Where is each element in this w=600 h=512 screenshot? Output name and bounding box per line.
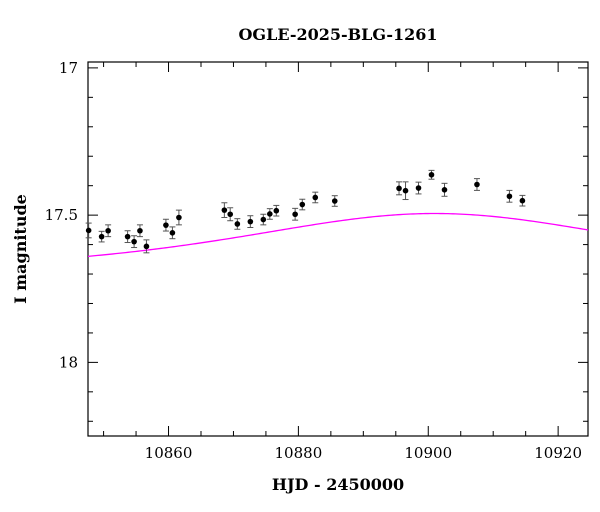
chart-title: OGLE-2025-BLG-1261 (238, 25, 437, 44)
data-point-marker (163, 222, 169, 228)
data-point (415, 181, 422, 195)
data-point-marker (299, 201, 306, 208)
data-point (169, 226, 176, 240)
data-point-marker (428, 171, 435, 178)
data-point-marker (227, 211, 234, 218)
data-point-marker (221, 207, 228, 213)
data-point-marker (131, 238, 137, 245)
data-point-marker (105, 227, 111, 234)
data-point (136, 224, 143, 238)
data-point-marker (506, 193, 513, 200)
data-point (131, 235, 138, 249)
data-point (260, 213, 267, 226)
data-point (98, 230, 105, 243)
y-tick-label: 18 (59, 353, 78, 371)
data-point (175, 209, 182, 226)
data-point (221, 202, 228, 218)
data-point-marker (247, 218, 254, 225)
data-points-layer (85, 169, 526, 254)
data-point (506, 189, 513, 203)
data-point (519, 194, 526, 207)
model-curve (87, 212, 589, 257)
data-point-marker (312, 194, 319, 201)
y-tick-label: 17.5 (45, 206, 78, 224)
data-point (299, 198, 306, 211)
data-point (143, 239, 150, 254)
data-point-marker (124, 233, 131, 240)
model-curve-layer (87, 212, 589, 257)
data-point (85, 222, 92, 239)
data-point (331, 195, 338, 207)
data-point (273, 204, 280, 217)
x-tick-label: 10860 (145, 444, 193, 462)
data-point-marker (143, 243, 150, 250)
plot-frame (87, 61, 589, 437)
data-point (396, 181, 403, 196)
y-tick-labels: 17 17.5 18 (45, 59, 78, 371)
data-point-marker (267, 211, 273, 217)
data-point-marker (474, 181, 480, 188)
data-point (162, 218, 169, 232)
x-axis-label: HJD - 2450000 (272, 475, 404, 494)
data-point-marker (260, 216, 267, 223)
data-point-marker (234, 221, 241, 227)
y-tick-label: 17 (59, 59, 78, 77)
x-tick-label: 10880 (275, 444, 323, 462)
x-tick-labels: 10860 10880 10900 10920 (145, 444, 582, 462)
data-point-marker (137, 227, 143, 234)
data-point (227, 207, 234, 222)
y-axis-label: I magnitude (11, 194, 30, 304)
data-point-marker (169, 230, 176, 236)
data-point (473, 178, 480, 191)
x-tick-label: 10900 (404, 444, 452, 462)
data-point-marker (331, 198, 338, 204)
data-point (428, 169, 435, 180)
data-point (402, 181, 409, 201)
data-point-marker (415, 185, 422, 191)
data-point (234, 218, 241, 230)
data-point (266, 208, 273, 220)
data-point-marker (402, 187, 409, 194)
data-point-marker (441, 187, 448, 193)
data-point-marker (85, 227, 92, 234)
data-point-marker (292, 211, 298, 218)
data-point-marker (273, 207, 280, 214)
data-point (441, 182, 448, 197)
data-point (247, 215, 254, 229)
data-point (312, 191, 319, 204)
axis-ticks (88, 62, 588, 436)
data-point-marker (519, 197, 526, 204)
x-tick-label: 10920 (534, 444, 582, 462)
data-point-marker (176, 214, 182, 221)
data-point (105, 224, 112, 238)
data-point (292, 207, 299, 221)
data-point-marker (396, 185, 402, 192)
data-point (124, 230, 131, 244)
data-point-marker (98, 233, 105, 240)
